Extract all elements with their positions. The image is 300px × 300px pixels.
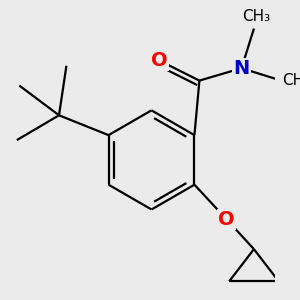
- Text: CH₃: CH₃: [242, 9, 271, 24]
- Text: O: O: [152, 51, 168, 70]
- Text: CH₃: CH₃: [282, 73, 300, 88]
- Text: N: N: [233, 59, 250, 78]
- Text: O: O: [218, 210, 235, 229]
